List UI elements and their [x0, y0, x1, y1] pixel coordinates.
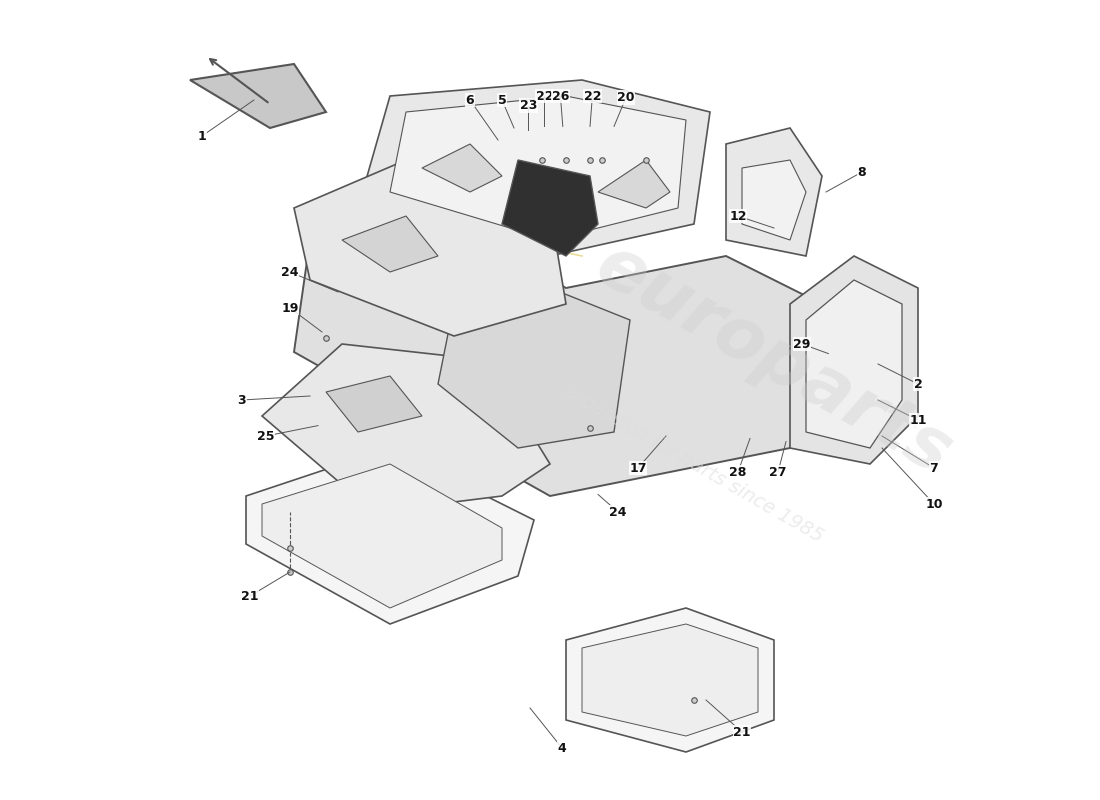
Text: 4: 4	[558, 742, 566, 754]
Text: 21: 21	[734, 726, 750, 738]
Polygon shape	[190, 64, 326, 128]
Text: 12: 12	[729, 210, 747, 222]
Text: 20: 20	[617, 91, 635, 104]
Text: 5: 5	[497, 94, 506, 106]
Polygon shape	[262, 464, 502, 608]
Polygon shape	[326, 376, 422, 432]
Polygon shape	[342, 216, 438, 272]
Text: 21: 21	[241, 590, 258, 602]
Text: a passion for parts since 1985: a passion for parts since 1985	[562, 382, 826, 546]
Polygon shape	[294, 160, 566, 336]
Polygon shape	[598, 160, 670, 208]
Polygon shape	[438, 288, 630, 448]
Polygon shape	[502, 160, 598, 256]
Text: 26: 26	[552, 90, 569, 102]
Text: 22: 22	[584, 90, 602, 102]
Text: 6: 6	[465, 94, 474, 106]
Text: 8: 8	[858, 166, 867, 178]
Text: 27: 27	[769, 466, 786, 478]
Text: 7: 7	[930, 462, 938, 474]
Polygon shape	[566, 608, 774, 752]
Text: 24: 24	[282, 266, 299, 278]
Text: 17: 17	[629, 462, 647, 474]
Polygon shape	[422, 144, 502, 192]
Polygon shape	[726, 128, 822, 256]
Polygon shape	[390, 96, 686, 240]
Text: 19: 19	[282, 302, 299, 314]
Polygon shape	[294, 224, 822, 496]
Text: 29: 29	[793, 338, 811, 350]
Text: 10: 10	[925, 498, 943, 510]
Polygon shape	[742, 160, 806, 240]
Polygon shape	[358, 80, 710, 256]
Polygon shape	[790, 256, 918, 464]
Polygon shape	[806, 280, 902, 448]
Text: 1: 1	[198, 130, 207, 142]
Text: 3: 3	[238, 394, 246, 406]
Polygon shape	[246, 448, 534, 624]
Text: 2: 2	[914, 378, 923, 390]
Text: 23: 23	[519, 99, 537, 112]
Text: 11: 11	[910, 414, 926, 426]
Polygon shape	[262, 344, 550, 512]
Text: 22: 22	[536, 90, 553, 102]
Text: 25: 25	[257, 430, 275, 442]
Polygon shape	[582, 624, 758, 736]
Text: 28: 28	[729, 466, 747, 478]
Text: europarts: europarts	[584, 230, 964, 490]
Text: 24: 24	[609, 506, 627, 518]
